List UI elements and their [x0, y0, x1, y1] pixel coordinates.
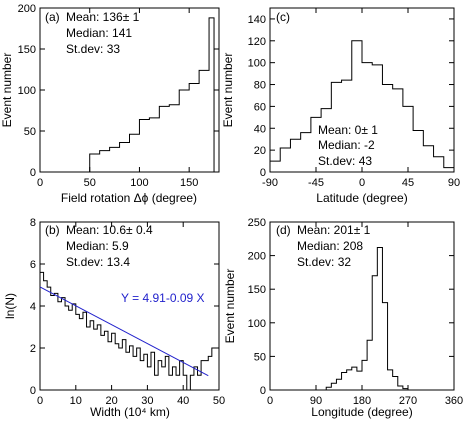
- axis-ticks: 0 50 100 150 0 50 100 150 200: [18, 3, 219, 189]
- y-tick-label: 50: [24, 126, 36, 138]
- x-tick-label: -45: [308, 177, 324, 189]
- y-tick-label: 150: [18, 44, 36, 56]
- fit-line: [39, 286, 209, 377]
- stat-median: Median: 141: [66, 26, 132, 40]
- histogram-series: [269, 40, 455, 172]
- stat-mean: Mean: 10.6± 0.4: [66, 223, 153, 237]
- panel-b: 0 10 20 30 40 50 0 2 4 6 8 (b) Mean: 10.6± 0.4 Med…: [3, 217, 225, 419]
- panel-a: 0 50 100 150 0 50 100 150 200 (a) Mean: 136± 1 M…: [0, 3, 220, 205]
- y-tick-label: 50: [254, 351, 266, 363]
- stat-mean: Mean: 0± 1: [318, 123, 378, 137]
- x-axis-label: Latitude (degree): [316, 191, 407, 205]
- histogram-series: [89, 17, 215, 172]
- x-tick-label: 180: [353, 395, 371, 407]
- x-axis-label: Longitude (degree): [311, 405, 412, 419]
- x-tick-label: 10: [70, 395, 82, 407]
- y-tick-label: 60: [254, 101, 266, 113]
- stat-median: Median: 5.9: [66, 239, 129, 253]
- y-tick-label: 0: [30, 167, 36, 179]
- y-axis-label: ln(N): [3, 293, 17, 319]
- stat-mean: Mean: 136± 1: [66, 10, 140, 24]
- x-tick-label: 150: [180, 177, 198, 189]
- x-axis-label: Width (10⁴ km): [90, 405, 170, 419]
- y-tick-label: 0: [260, 167, 266, 179]
- y-tick-label: 20: [254, 145, 266, 157]
- x-tick-label: 45: [402, 177, 414, 189]
- x-axis-label: Field rotation Δϕ (degree): [61, 191, 197, 205]
- panel-label: (a): [45, 10, 60, 24]
- y-tick-label: 80: [254, 80, 266, 92]
- stat-median: Median: -2: [318, 138, 375, 152]
- x-tick-label: 0: [37, 177, 43, 189]
- stat-stdev: St.dev: 33: [66, 42, 120, 56]
- fit-equation: Y = 4.91-0.09 X: [121, 291, 205, 305]
- y-axis-label: Event number: [223, 269, 237, 344]
- x-tick-label: 50: [213, 395, 225, 407]
- y-tick-label: 4: [30, 301, 36, 313]
- axis-ticks: -90 -45 0 45 90 0 20 40 60 80 100 120 140: [248, 8, 460, 189]
- panel-label: (b): [45, 223, 60, 237]
- panel-c: -90 -45 0 45 90 0 20 40 60 80 100 120 140 (c) Mean: …: [221, 7, 460, 205]
- y-tick-label: 8: [30, 217, 36, 229]
- y-tick-label: 140: [248, 14, 266, 26]
- y-tick-label: 150: [248, 284, 266, 296]
- x-tick-label: 90: [310, 395, 322, 407]
- panel-label: (c): [276, 10, 290, 24]
- y-axis-label: Event number: [0, 53, 14, 128]
- y-tick-label: 120: [248, 36, 266, 48]
- y-axis-label: Event number: [221, 53, 235, 128]
- stat-mean: Mean: 201± 1: [297, 223, 371, 237]
- stat-stdev: St.dev: 13.4: [66, 255, 130, 269]
- y-tick-label: 0: [30, 385, 36, 397]
- x-tick-label: 30: [141, 395, 153, 407]
- x-tick-label: 20: [105, 395, 117, 407]
- y-tick-label: 100: [248, 318, 266, 330]
- histogram-series: [39, 271, 216, 391]
- y-tick-label: 100: [18, 85, 36, 97]
- axis-ticks: 0 90 180 270 360 0 50 100 150 200 250: [248, 217, 464, 407]
- stat-stdev: St.dev: 32: [297, 255, 351, 269]
- y-tick-label: 100: [248, 58, 266, 70]
- panel-label: (d): [276, 223, 291, 237]
- x-tick-label: 270: [399, 395, 417, 407]
- x-tick-label: 0: [267, 395, 273, 407]
- x-tick-label: 100: [130, 177, 148, 189]
- stat-median: Median: 208: [297, 239, 363, 253]
- panel-d: 0 90 180 270 360 0 50 100 150 200 250 (d) Mean: 20…: [223, 217, 463, 419]
- x-tick-label: 50: [84, 177, 96, 189]
- y-tick-label: 6: [30, 259, 36, 271]
- stat-stdev: St.dev: 43: [318, 154, 372, 168]
- y-tick-label: 200: [248, 251, 266, 263]
- x-tick-label: 90: [448, 177, 460, 189]
- y-tick-label: 40: [254, 123, 266, 135]
- y-tick-label: 0: [260, 385, 266, 397]
- histogram-series: [325, 247, 409, 390]
- y-tick-label: 200: [18, 3, 36, 15]
- y-tick-label: 2: [30, 343, 36, 355]
- x-tick-label: 0: [359, 177, 365, 189]
- x-tick-label: 360: [445, 395, 463, 407]
- x-tick-label: -90: [262, 177, 278, 189]
- axis-ticks: 0 10 20 30 40 50 0 2 4 6 8: [30, 217, 225, 407]
- x-tick-label: 40: [177, 395, 189, 407]
- y-tick-label: 250: [248, 217, 266, 229]
- x-tick-label: 0: [37, 395, 43, 407]
